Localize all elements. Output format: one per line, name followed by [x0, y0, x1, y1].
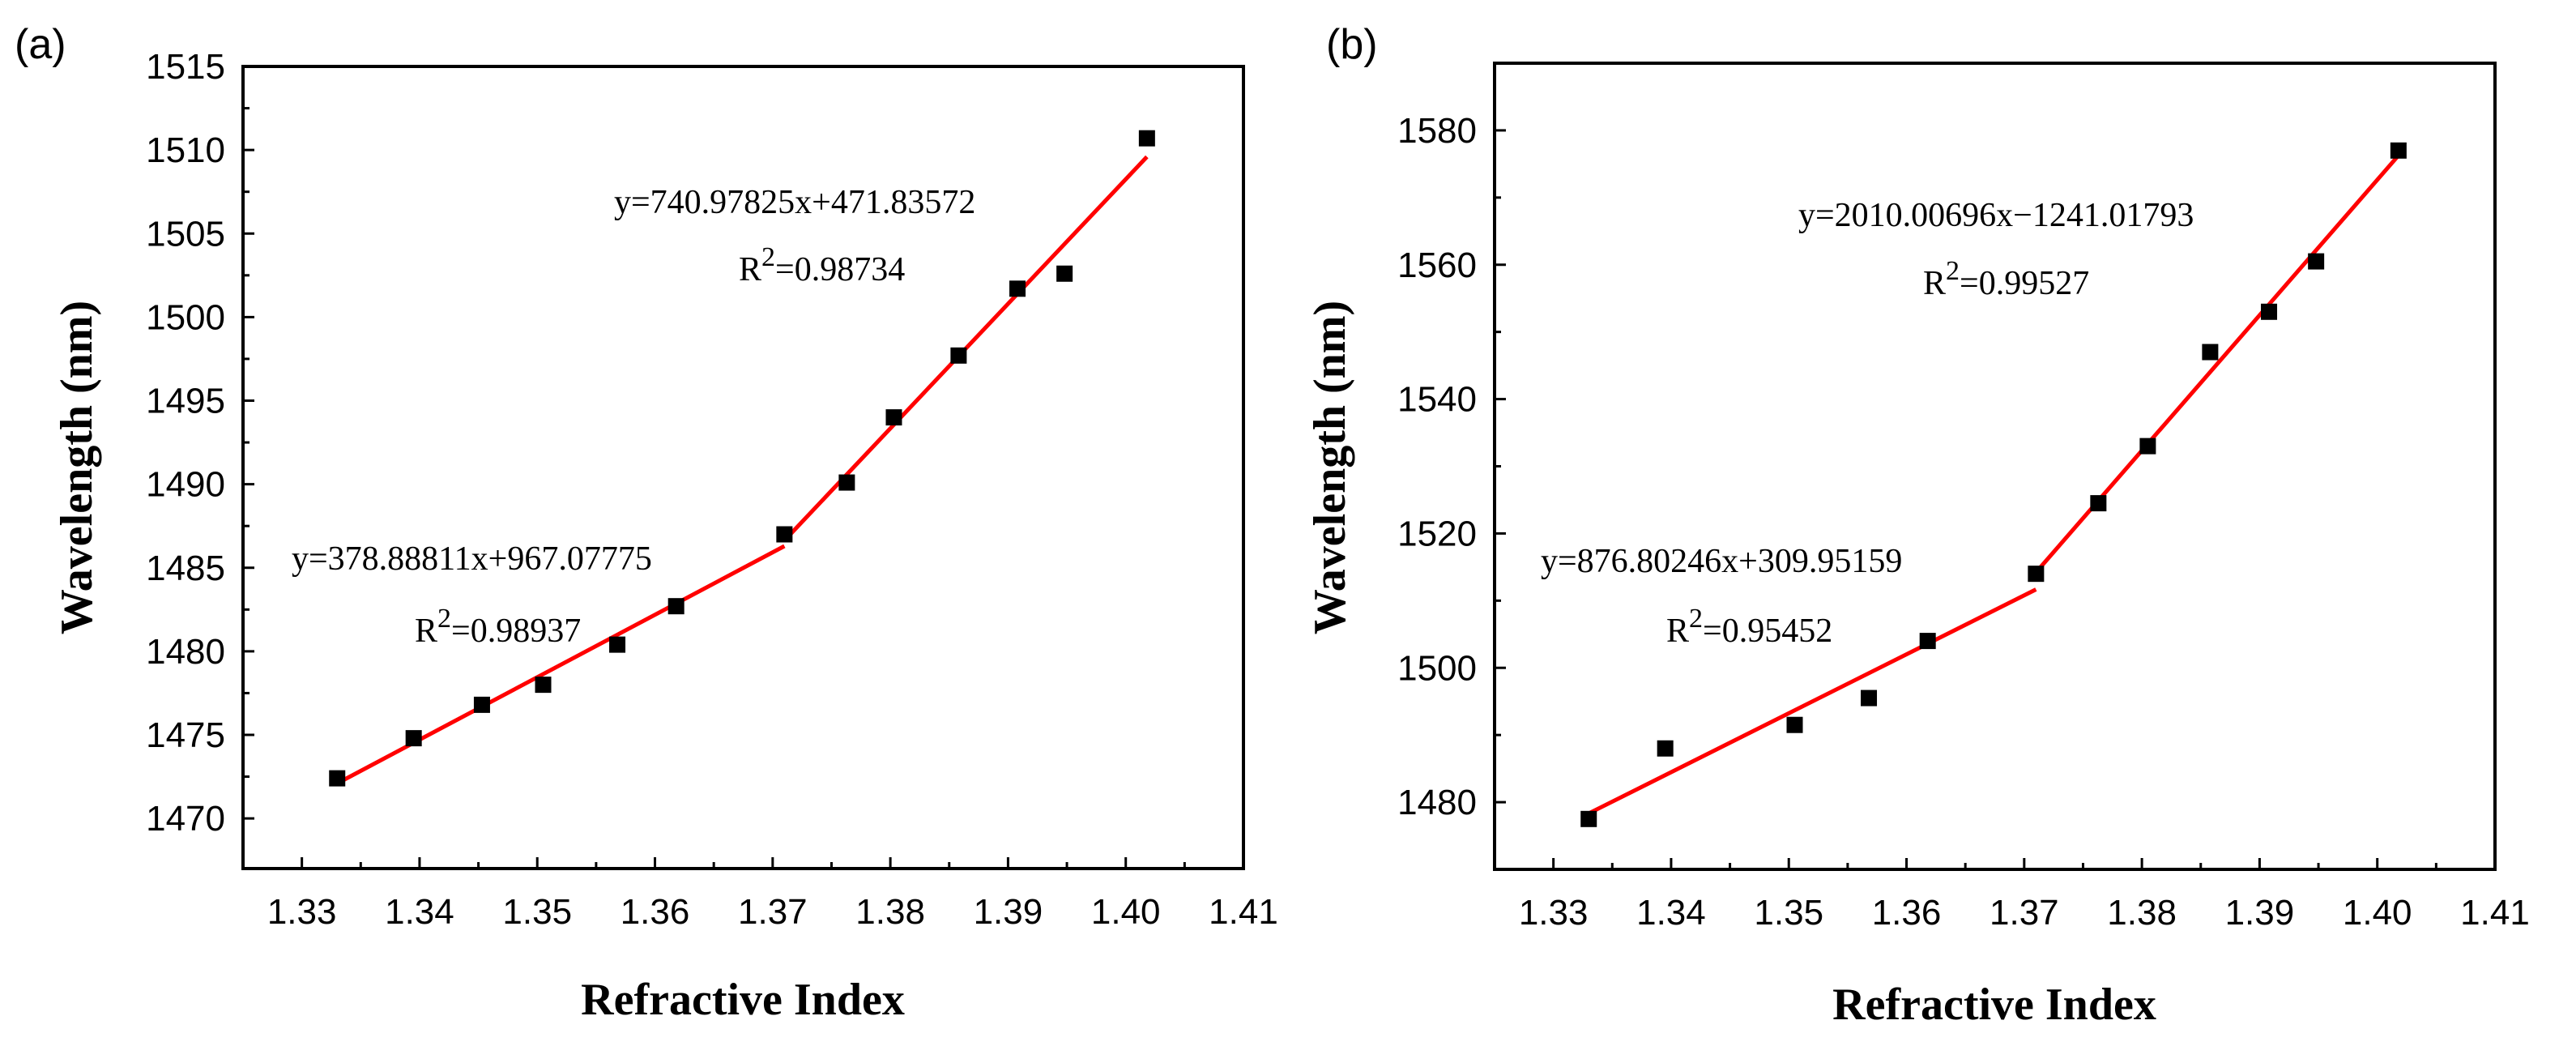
panel-b-data-point — [1861, 690, 1878, 707]
panel-b-fit1-r2-value: =0.95452 — [1703, 613, 1832, 650]
panel-b-data-point — [1657, 740, 1674, 757]
panel-b-data-point — [2308, 253, 2325, 270]
panel-a-data-point — [1056, 265, 1073, 282]
panel-a-data-point — [329, 770, 346, 787]
panel-a-fit1-r2-value: =0.98937 — [451, 613, 581, 650]
panel-b-x-tick-label: 1.36 — [1872, 893, 1942, 933]
panel-b-x-tick-label: 1.35 — [1754, 893, 1823, 933]
panel-a-data-point — [667, 598, 685, 615]
panel-a-label: (a) — [15, 21, 66, 68]
panel-b-plot-frame — [1493, 62, 2497, 871]
panel-a-data-point — [1138, 130, 1155, 147]
panel-a-fit2-equation: y=740.97825x+471.83572 — [614, 184, 975, 221]
panel-a-fit-line-1 — [336, 544, 786, 786]
panel-a-x-tick-label: 1.38 — [855, 892, 925, 932]
panel-a-data-point — [473, 696, 490, 713]
panel-a-y-tick-label: 1500 — [146, 297, 225, 337]
panel-a-plot-frame — [241, 65, 1245, 870]
panel-a-fit1-equation: y=378.88811x+967.07775 — [292, 540, 652, 578]
panel-a-x-tick-label: 1.34 — [385, 892, 454, 932]
panel-b-y-tick-label: 1520 — [1397, 514, 1477, 553]
panel-b-fit1-equation: y=876.80246x+309.95159 — [1541, 543, 1902, 580]
panel-a-data-point — [838, 474, 855, 491]
panel-b-fit-line-1 — [1588, 587, 2037, 816]
panel-a-x-axis-title: Refractive Index — [581, 975, 905, 1025]
panel-a-data-point — [405, 730, 422, 747]
panel-a-fit2-r2-value: =0.98734 — [775, 251, 905, 288]
panel-b-fit1-r2: R2=0.95452 — [1666, 604, 1832, 650]
panel-a-y-tick-label: 1495 — [146, 382, 225, 421]
panel-a-x-tick-label: 1.36 — [621, 892, 690, 932]
panel-a-data-point — [950, 347, 967, 364]
panel-a-x-tick-label: 1.39 — [974, 892, 1043, 932]
panel-b-x-tick-label: 1.33 — [1519, 893, 1589, 933]
panel-b-x-tick-label: 1.41 — [2460, 893, 2530, 933]
panel-a-x-tick-label: 1.40 — [1091, 892, 1161, 932]
panel-b-data-point — [2390, 142, 2407, 159]
panel-a-y-axis-title: Wavelength (nm) — [52, 301, 102, 634]
panel-a-x-tick-label: 1.35 — [502, 892, 572, 932]
panel-b-x-tick-label: 1.38 — [2107, 893, 2177, 933]
panel-b-data-point — [2028, 566, 2045, 583]
panel-b-x-axis-title: Refractive Index — [1832, 980, 2156, 1030]
panel-b-x-tick-label: 1.37 — [1990, 893, 2059, 933]
panel-b-y-tick-label: 1580 — [1397, 111, 1477, 151]
panel-a-chart: (a) 1.33 1.34 1.35 1.36 1.37 1.38 1.39 1.40 1.41… — [15, 21, 1278, 1025]
panel-a-x-tick-label: 1.37 — [738, 892, 808, 932]
panel-a-x-tick-label: 1.41 — [1209, 892, 1278, 932]
panel-b-y-tick-label: 1540 — [1397, 380, 1477, 420]
panel-a-y-tick-label: 1470 — [146, 799, 225, 839]
panel-b-x-tick-label: 1.39 — [2225, 893, 2295, 933]
panel-b-x-tick-label: 1.34 — [1636, 893, 1706, 933]
panel-b-x-tick-label: 1.40 — [2343, 893, 2412, 933]
panel-b-y-tick-label: 1560 — [1397, 245, 1477, 285]
panel-b-fit2-r2: R2=0.99527 — [1923, 256, 2089, 302]
panel-b-y-axis-title: Wavelength (nm) — [1305, 301, 1355, 634]
panel-a-data-point — [609, 636, 626, 653]
panel-b-data-point — [2261, 303, 2278, 320]
panel-a-data-point — [885, 409, 902, 426]
panel-b-data-point — [1919, 633, 1936, 650]
panel-b-data-point — [2202, 344, 2219, 361]
panel-a-fit2-r2: R2=0.98734 — [739, 242, 905, 288]
panel-a-y-tick-label: 1485 — [146, 549, 225, 588]
panel-a-y-tick-label: 1515 — [146, 47, 225, 87]
panel-a-y-tick-label: 1510 — [146, 130, 225, 170]
panel-a-y-tick-label: 1480 — [146, 632, 225, 672]
panel-a-data-point — [1009, 280, 1026, 297]
panel-b-data-point — [2139, 438, 2156, 455]
panel-a-x-tick-label: 1.33 — [267, 892, 337, 932]
panel-a-y-tick-label: 1490 — [146, 465, 225, 505]
panel-a-data-point — [535, 677, 552, 694]
panel-a-data-point — [776, 526, 793, 543]
panel-b-label: (b) — [1326, 21, 1378, 68]
panel-b-data-point — [2090, 495, 2107, 512]
panel-b-fit2-r2-value: =0.99527 — [1960, 265, 2089, 302]
panel-b-y-tick-label: 1480 — [1397, 783, 1477, 822]
panel-b-chart: (b) 1.33 1.34 1.35 1.36 1.37 1.38 1.39 1.40 1.41… — [1305, 21, 2530, 1030]
panel-a-y-tick-label: 1505 — [146, 214, 225, 254]
panel-b-fit2-equation: y=2010.00696x−1241.01793 — [1798, 197, 2194, 234]
panel-b-data-point — [1580, 810, 1597, 827]
panel-a-fit1-r2: R2=0.98937 — [415, 604, 581, 650]
panel-b-y-tick-label: 1500 — [1397, 648, 1477, 688]
panel-a-y-tick-label: 1475 — [146, 715, 225, 755]
panel-b-data-point — [1786, 716, 1803, 733]
